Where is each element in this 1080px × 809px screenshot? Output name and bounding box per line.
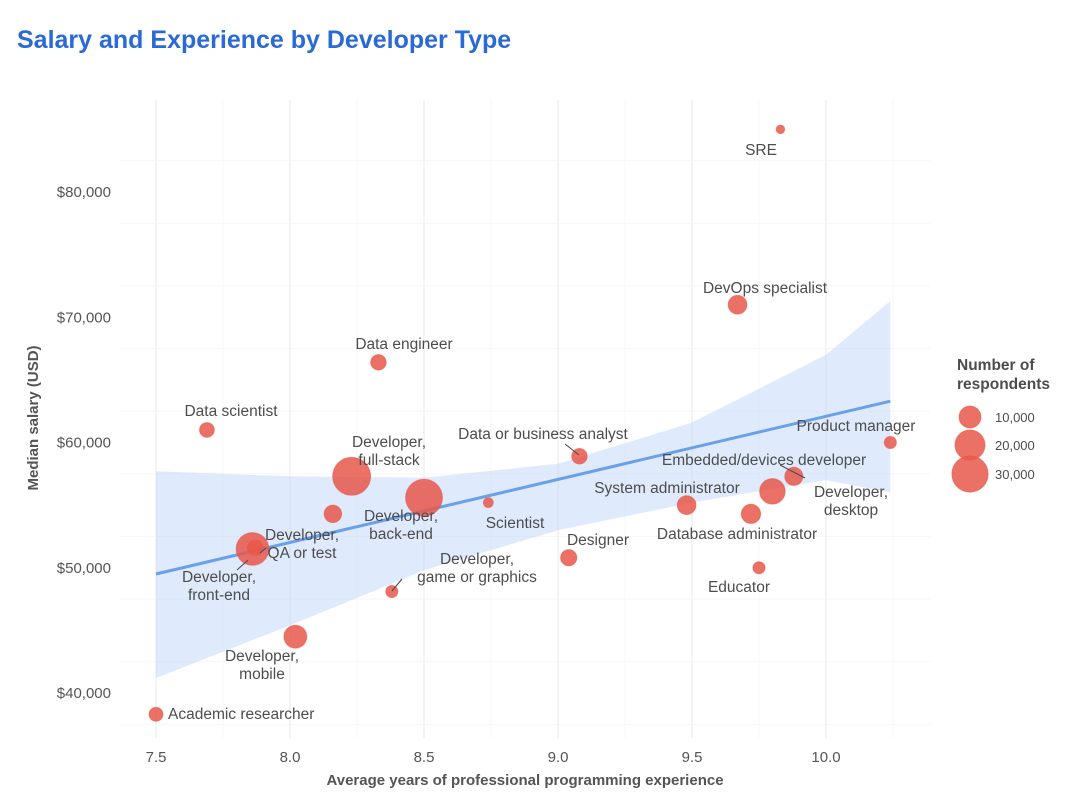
data-point	[560, 549, 578, 567]
point-label: Data scientist	[184, 403, 278, 420]
point-label: Data engineer	[355, 336, 452, 353]
x-tick-label: 10.0	[811, 749, 840, 766]
data-point	[246, 539, 264, 556]
x-tick-label: 9.0	[548, 749, 569, 766]
point-label: Data or business analyst	[458, 426, 628, 443]
legend-title: Number of respondents	[957, 357, 1050, 393]
confidence-band	[156, 301, 891, 678]
point-label: Database administrator	[657, 526, 817, 543]
point-label: Developer, mobile	[225, 648, 299, 683]
chart-title: Salary and Experience by Developer Type	[17, 26, 512, 54]
x-tick-label: 8.5	[414, 749, 435, 766]
label-leader-line	[564, 443, 580, 456]
data-point	[385, 584, 399, 599]
data-point	[148, 706, 164, 722]
data-point	[323, 504, 343, 524]
point-label: Embedded/devices developer	[662, 452, 866, 469]
point-label: Developer, front-end	[182, 569, 256, 604]
point-labels-layer: Academic researcher Data scientist Develop…	[168, 142, 915, 723]
data-point	[775, 124, 786, 135]
point-label: Scientist	[486, 515, 545, 532]
point-label: Developer, back-end	[364, 508, 438, 543]
data-point	[370, 354, 387, 371]
point-label: Product manager	[797, 418, 916, 435]
data-point	[759, 478, 786, 505]
point-label: System administrator	[594, 480, 740, 497]
data-point	[199, 422, 215, 438]
point-label: Designer	[567, 532, 629, 549]
points-layer	[148, 124, 897, 722]
legend-key	[958, 405, 982, 429]
x-tick-label: 8.0	[280, 749, 301, 766]
data-point	[752, 561, 766, 575]
point-label: Developer, QA or test	[265, 527, 339, 562]
legend-label: 10,000	[995, 410, 1035, 425]
y-tick-label: $70,000	[57, 309, 111, 326]
y-tick-label: $50,000	[57, 560, 111, 577]
point-label: DevOps specialist	[703, 280, 828, 297]
size-legend: Number of respondents 10,000 20,000 30,000	[951, 357, 1050, 493]
label-leader-line	[236, 559, 249, 571]
axes: 7.5 8.0 8.5 9.0 9.5 10.0 $40,000 $50,000 $60,000…	[25, 184, 841, 789]
data-point	[676, 495, 697, 515]
y-tick-label: $60,000	[57, 435, 111, 452]
label-leader-line	[779, 464, 806, 479]
label-leader-line	[259, 547, 267, 554]
data-point	[740, 503, 762, 525]
trend-line	[155, 399, 891, 576]
confidence-band-layer	[155, 301, 891, 678]
point-label: Developer, full-stack	[352, 434, 426, 469]
legend-label: 30,000	[995, 467, 1035, 482]
y-axis-title: Median salary (USD)	[25, 345, 42, 490]
point-label: Academic researcher	[168, 706, 314, 723]
point-label: Developer, game or graphics	[417, 551, 537, 586]
point-label: Developer, desktop	[814, 484, 888, 519]
x-axis-title: Average years of professional programmin…	[326, 772, 723, 789]
x-tick-label: 7.5	[146, 749, 167, 766]
point-label: SRE	[745, 142, 777, 159]
point-label: Educator	[708, 579, 770, 596]
grid	[120, 100, 930, 738]
data-point	[482, 497, 494, 509]
data-point	[283, 624, 308, 649]
data-point	[784, 466, 804, 486]
data-point	[883, 435, 897, 450]
data-point	[332, 456, 372, 496]
label-leader-line	[391, 578, 403, 592]
x-tick-label: 9.5	[682, 749, 703, 766]
legend-label: 20,000	[995, 438, 1035, 453]
legend-key	[951, 455, 989, 493]
y-tick-label: $40,000	[57, 685, 111, 702]
data-point	[727, 294, 748, 315]
y-tick-label: $80,000	[57, 184, 111, 201]
data-point	[405, 478, 443, 517]
